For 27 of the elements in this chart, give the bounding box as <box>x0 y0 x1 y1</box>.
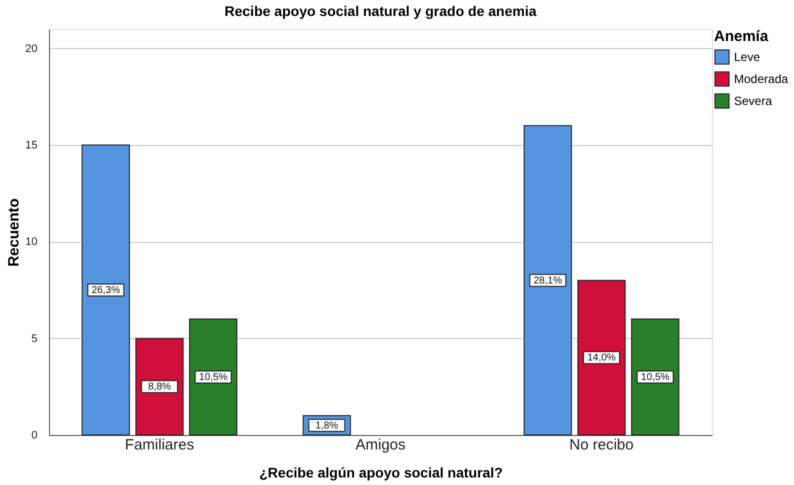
bar <box>631 318 680 436</box>
annotation: 10,5% <box>641 372 670 383</box>
annotation: 10,5% <box>199 372 228 383</box>
y-axis-title: Recuento <box>5 198 22 267</box>
x-tick-label: Familiares <box>124 436 194 454</box>
x-axis-title: ¿Recibe algún apoyo social natural? <box>259 464 503 480</box>
legend-label: Leve <box>734 50 760 64</box>
y-tick-label: 20 <box>25 42 38 55</box>
bar <box>524 125 572 436</box>
chart-title: Recibe apoyo social natural y grado de anemia <box>224 3 537 19</box>
y-tick-label: 0 <box>31 430 38 442</box>
y-tick-label: 5 <box>31 332 38 345</box>
annotation: 28,1% <box>534 275 562 286</box>
legend-label: Moderada <box>734 72 788 86</box>
annotation: 14,0% <box>587 352 616 364</box>
annotation: 26,3% <box>92 285 120 296</box>
annotation: 1,8% <box>315 420 338 432</box>
y-tick-label: 10 <box>25 236 38 248</box>
legend-label: Severa <box>734 94 772 108</box>
bar <box>577 280 626 436</box>
x-tick-label: Amigos <box>355 436 406 454</box>
y-tick-label: 15 <box>25 140 38 152</box>
x-tick-label: No recibo <box>569 436 634 454</box>
bar <box>82 144 130 436</box>
bar <box>189 318 238 436</box>
annotation: 8,8% <box>148 382 172 393</box>
legend-title: Anemía <box>714 28 769 45</box>
